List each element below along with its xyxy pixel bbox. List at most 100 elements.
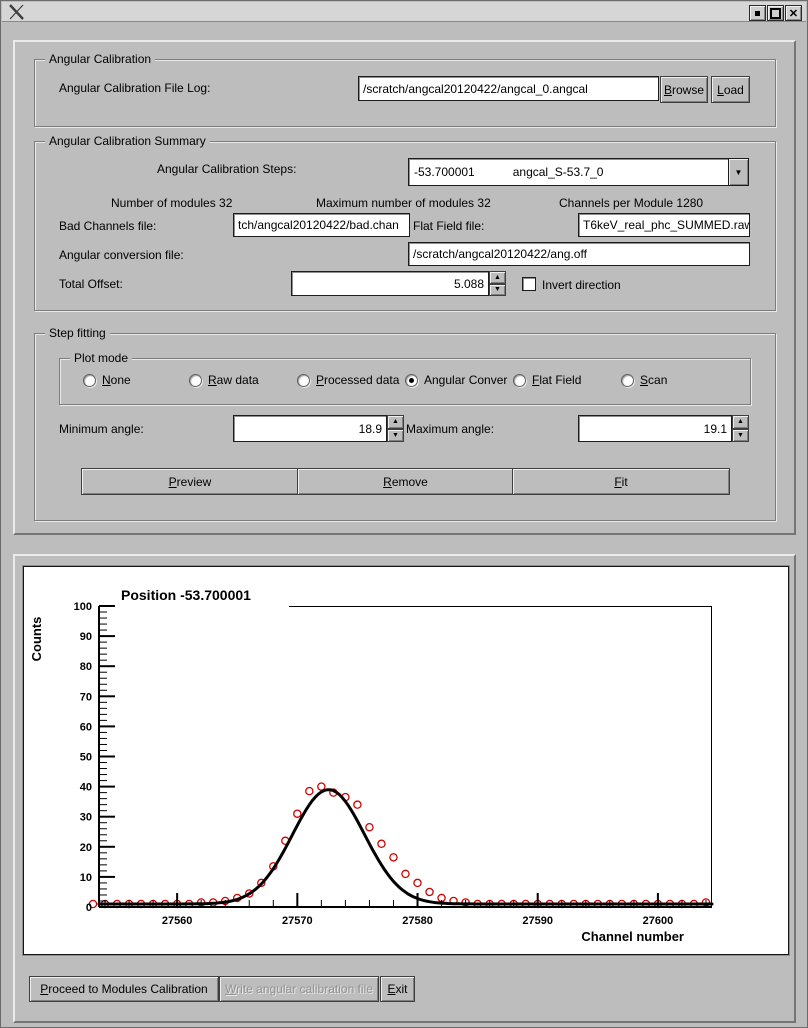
radio-label: Angular Conver xyxy=(424,373,508,387)
close-icon: ✕ xyxy=(788,7,799,20)
total-offset-input[interactable]: 5.088 xyxy=(291,271,489,296)
arrow-up-icon: ▲ xyxy=(737,418,744,426)
bad-channels-input[interactable]: tch/angcal20120422/bad.chan xyxy=(233,213,410,237)
titlebar[interactable]: ✕ xyxy=(2,2,806,22)
radio-label: Raw data xyxy=(208,373,259,387)
minimum-angle-label: Minimum angle: xyxy=(59,422,144,436)
svg-text:10: 10 xyxy=(80,872,92,884)
angular-conversion-label: Angular conversion file: xyxy=(59,248,184,262)
radio-circle[interactable] xyxy=(513,373,526,387)
remove-button[interactable]: Remove xyxy=(297,468,514,495)
flat-field-input[interactable]: T6keV_real_phc_SUMMED.raw xyxy=(578,213,750,237)
radio-circle[interactable] xyxy=(621,373,634,387)
bad-channels-value: tch/angcal20120422/bad.chan xyxy=(238,218,399,232)
svg-text:Channel number: Channel number xyxy=(581,929,684,944)
plot-canvas: 0 10 20 30 40 50 60 70 80 90 100 27560 27570 27580 275… xyxy=(29,587,714,944)
maximum-angle-value: 19.1 xyxy=(703,421,727,436)
file-log-input[interactable]: /scratch/angcal20120422/angcal_0.angcal xyxy=(358,76,659,101)
radio-scan[interactable]: Scan xyxy=(621,373,667,387)
minimum-angle-spinner: 18.9 ▲ ▼ xyxy=(233,415,404,442)
radio-label: None xyxy=(102,373,131,387)
radio-raw-data[interactable]: Raw data xyxy=(189,373,259,387)
maximum-angle-spinner: 19.1 ▲ ▼ xyxy=(578,415,749,442)
group-label: Angular Calibration xyxy=(45,52,156,66)
arrow-up-icon: ▲ xyxy=(392,418,399,426)
radio-label: Processed data xyxy=(316,373,400,387)
fit-button[interactable]: Fit xyxy=(512,468,730,495)
total-offset-value: 5.088 xyxy=(453,276,484,291)
load-button[interactable]: Load xyxy=(711,76,750,103)
calibration-plot: 0 10 20 30 40 50 60 70 80 90 100 27560 27570 27580 275… xyxy=(23,566,789,955)
maximum-angle-spin-down[interactable]: ▼ xyxy=(732,428,749,442)
plot-mode-group: Plot mode xyxy=(59,351,751,405)
group-label: Step fitting xyxy=(45,326,110,340)
channels-per-module-label: Channels per Module 1280 xyxy=(559,196,704,210)
maximize-button[interactable] xyxy=(767,5,784,21)
steps-selected-value: -53.700001 angcal_S-53.7_0 xyxy=(414,165,604,179)
maximum-angle-spin-up[interactable]: ▲ xyxy=(732,415,749,429)
total-offset-label: Total Offset: xyxy=(59,277,123,291)
calibration-steps-dropdown[interactable]: -53.700001 angcal_S-53.7_0 ▼ xyxy=(408,158,749,186)
file-log-value: /scratch/angcal20120422/angcal_0.angcal xyxy=(363,81,588,96)
minimum-angle-spin-up[interactable]: ▲ xyxy=(387,415,404,429)
svg-text:80: 80 xyxy=(80,661,92,673)
angular-calibration-summary-group: Angular Calibration Summary xyxy=(34,134,776,311)
svg-text:30: 30 xyxy=(80,812,92,824)
write-angular-calibration-file-button[interactable]: Write angular calibration file xyxy=(219,976,379,1002)
radio-label: Scan xyxy=(640,373,668,387)
radio-none[interactable]: None xyxy=(83,373,131,387)
group-label: Angular Calibration Summary xyxy=(45,134,210,148)
svg-text:0: 0 xyxy=(86,902,92,914)
svg-text:Counts: Counts xyxy=(29,617,44,662)
svg-text:27590: 27590 xyxy=(522,915,553,927)
svg-text:50: 50 xyxy=(80,752,92,764)
minimum-angle-value: 18.9 xyxy=(358,421,382,436)
svg-text:100: 100 xyxy=(74,601,92,613)
angular-conversion-value: /scratch/angcal20120422/ang.off xyxy=(413,247,587,261)
invert-direction-checkbox[interactable] xyxy=(522,277,536,291)
radio-circle[interactable] xyxy=(405,373,418,387)
proceed-to-modules-calibration-button[interactable]: Proceed to Modules Calibration xyxy=(29,976,219,1002)
angular-calibration-group: Angular Calibration xyxy=(34,52,776,127)
total-offset-spin-down[interactable]: ▼ xyxy=(489,283,506,296)
preview-button[interactable]: Preview xyxy=(81,468,299,495)
svg-text:20: 20 xyxy=(80,842,92,854)
arrow-down-icon: ▼ xyxy=(392,431,399,439)
arrow-down-icon: ▼ xyxy=(737,431,744,439)
flat-field-value: T6keV_real_phc_SUMMED.raw xyxy=(583,218,750,232)
exit-button[interactable]: Exit xyxy=(380,976,415,1002)
arrow-up-icon: ▲ xyxy=(494,273,501,281)
minimum-angle-spin-down[interactable]: ▼ xyxy=(387,428,404,442)
maximum-angle-input[interactable]: 19.1 xyxy=(578,415,732,442)
svg-text:60: 60 xyxy=(80,721,92,733)
angular-conversion-input[interactable]: /scratch/angcal20120422/ang.off xyxy=(408,242,750,266)
svg-text:90: 90 xyxy=(80,631,92,643)
max-modules-label: Maximum number of modules 32 xyxy=(316,196,491,210)
step-fitting-group: Step fitting xyxy=(34,326,776,521)
arrow-down-icon: ▼ xyxy=(494,286,501,294)
invert-direction-label: Invert direction xyxy=(542,278,621,292)
total-offset-spin-up[interactable]: ▲ xyxy=(489,271,506,284)
radio-circle[interactable] xyxy=(297,373,310,387)
chevron-down-icon[interactable]: ▼ xyxy=(728,159,748,185)
file-log-label: Angular Calibration File Log: xyxy=(59,81,211,95)
svg-text:27560: 27560 xyxy=(162,915,193,927)
close-button[interactable]: ✕ xyxy=(785,5,802,21)
minimize-button[interactable] xyxy=(749,5,766,21)
num-modules-label: Number of modules 32 xyxy=(111,196,233,210)
svg-text:40: 40 xyxy=(80,782,92,794)
bad-channels-label: Bad Channels file: xyxy=(59,219,157,233)
radio-circle[interactable] xyxy=(189,373,202,387)
minimum-angle-input[interactable]: 18.9 xyxy=(233,415,387,442)
svg-text:70: 70 xyxy=(80,691,92,703)
svg-text:27580: 27580 xyxy=(402,915,433,927)
radio-angular-conversion[interactable]: Angular Conver xyxy=(405,373,507,387)
x11-logo-icon xyxy=(9,4,24,20)
maximize-icon xyxy=(770,7,781,19)
radio-processed-data[interactable]: Processed data xyxy=(297,373,399,387)
browse-button[interactable]: Browse xyxy=(660,76,708,103)
radio-flat-field[interactable]: Flat Field xyxy=(513,373,581,387)
radio-circle[interactable] xyxy=(83,373,96,387)
svg-text:27600: 27600 xyxy=(643,915,674,927)
